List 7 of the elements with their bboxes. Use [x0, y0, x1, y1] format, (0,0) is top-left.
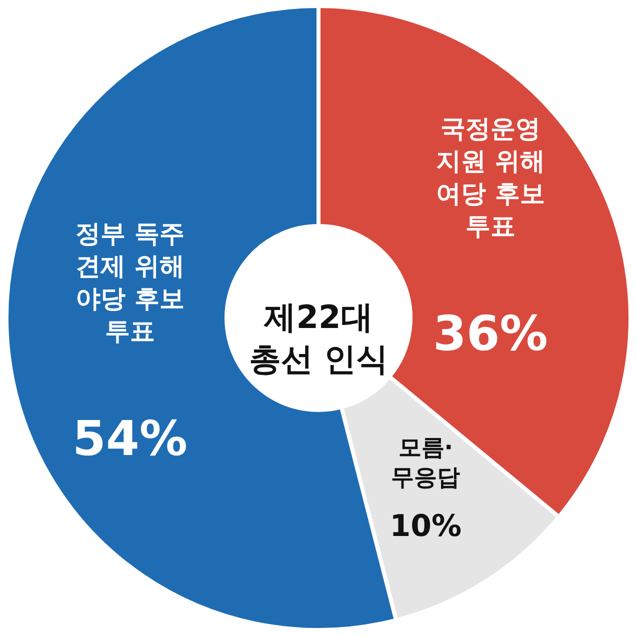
slice-label: 모름· 무응답 — [391, 434, 460, 491]
text: 제22대 총선 인식 — [248, 298, 388, 378]
data-label: 54% — [72, 410, 188, 467]
slice-label: 국정운영 지원 위해 여당 후보 투표 — [436, 114, 545, 241]
slice-label: 정부 독주 견제 위해 야당 후보 투표 — [76, 218, 184, 346]
data-label: 36% — [432, 306, 548, 362]
data-label: 10% — [390, 508, 462, 544]
